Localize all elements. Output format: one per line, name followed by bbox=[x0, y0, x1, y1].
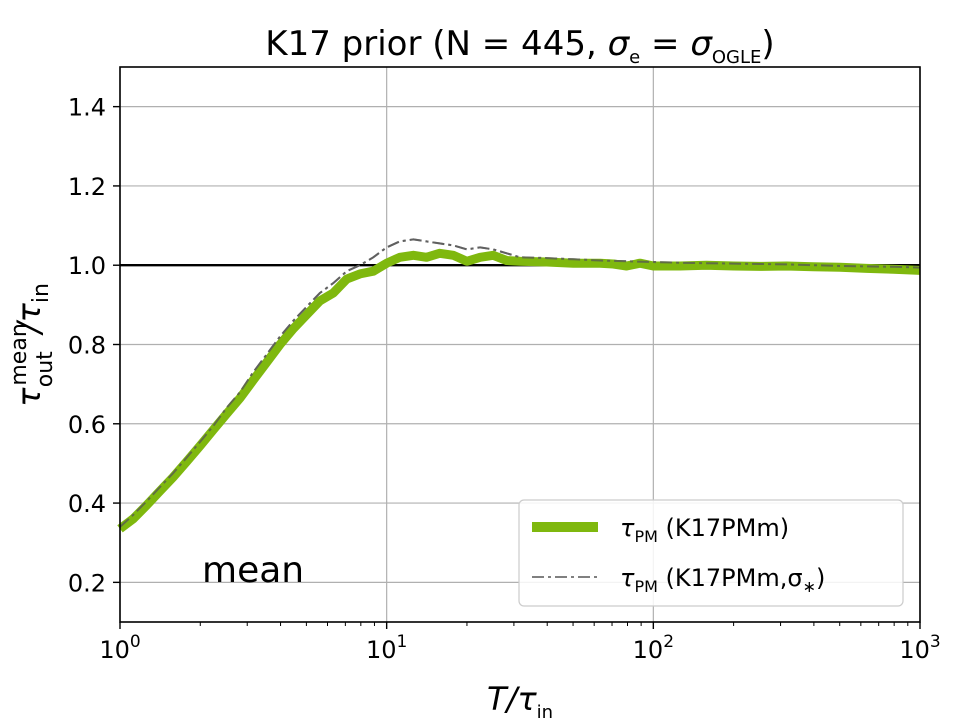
major-ticks bbox=[113, 105, 921, 629]
y-tick-label: 1.0 bbox=[68, 252, 106, 280]
series-group bbox=[117, 238, 921, 533]
x-tick-label: 103 bbox=[899, 632, 940, 664]
plot-frame bbox=[119, 66, 921, 623]
series-line-k17pmm-sigma-overlay bbox=[119, 238, 921, 528]
x-tick-labels: 100 101 102 103 bbox=[99, 632, 940, 664]
series-line-k17pmm bbox=[117, 248, 921, 533]
y-axis-label: τmeanout/τin bbox=[7, 283, 58, 407]
y-tick-label: 0.4 bbox=[68, 490, 106, 518]
y-tick-label: 1.2 bbox=[68, 173, 106, 201]
x-axis-label: T/τin bbox=[487, 680, 553, 720]
legend: τPM (K17PMm) τPM (K17PMm,σ∗) bbox=[518, 499, 904, 607]
legend-box bbox=[518, 499, 904, 607]
chart-title: K17 prior (N = 445, σe = σOGLE) bbox=[265, 24, 774, 68]
series-line-k17pmm-sigma bbox=[119, 238, 921, 528]
y-tick-label: 0.8 bbox=[68, 332, 106, 360]
legend-label-k17pmm: τPM (K17PMm) bbox=[620, 514, 789, 546]
x-tick-label: 101 bbox=[366, 632, 407, 664]
x-tick-label: 100 bbox=[99, 632, 140, 664]
y-tick-label: 1.4 bbox=[68, 94, 106, 122]
annotation-mean: mean bbox=[202, 550, 304, 591]
legend-label-k17pmm-sigma: τPM (K17PMm,σ∗) bbox=[620, 564, 825, 596]
y-tick-label: 0.2 bbox=[68, 569, 106, 597]
y-tick-label: 0.6 bbox=[68, 411, 106, 439]
y-tick-labels: 0.2 0.4 0.6 0.8 1.0 1.2 1.4 bbox=[68, 94, 106, 598]
x-tick-label: 102 bbox=[633, 632, 674, 664]
